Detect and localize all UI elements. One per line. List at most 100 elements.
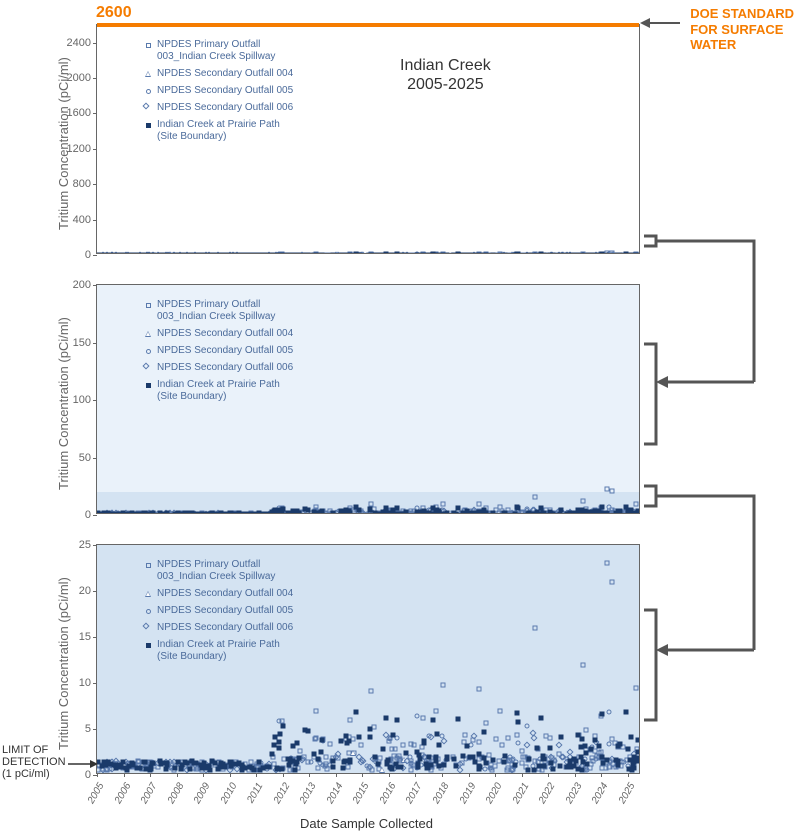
data-point: [383, 505, 388, 510]
data-point: [241, 252, 246, 253]
data-point: [385, 759, 390, 764]
data-point: [520, 760, 525, 765]
data-point: [626, 509, 631, 513]
data-point: [399, 764, 404, 769]
data-point: [389, 746, 394, 751]
xtick-label: 2017: [404, 781, 425, 806]
data-point: [319, 737, 324, 742]
data-point: [209, 759, 214, 764]
data-point: [427, 734, 434, 741]
data-point: [228, 511, 233, 513]
data-point: [286, 511, 291, 513]
xtick-label: 2012: [272, 781, 293, 806]
data-point: [575, 732, 580, 737]
data-point: [286, 252, 291, 253]
data-point: [202, 761, 207, 766]
legend: NPDES Primary Outfall 003_Indian Creek S…: [143, 299, 293, 408]
data-point: [294, 252, 299, 253]
data-point: [477, 739, 482, 744]
data-point: [341, 760, 346, 765]
data-point: [391, 733, 396, 738]
data-point: [426, 512, 431, 513]
data-point: [187, 767, 192, 772]
data-point: [341, 252, 346, 253]
data-point: [193, 511, 198, 513]
chart-panel-zoom-25: 0510152025200520062007200820092010201120…: [96, 544, 640, 774]
data-point: [593, 737, 598, 742]
data-point: [506, 736, 511, 741]
data-point: [520, 748, 525, 753]
data-point: [148, 768, 153, 773]
data-point: [409, 767, 414, 772]
data-point: [558, 735, 563, 740]
data-point: [440, 682, 445, 687]
data-point: [404, 510, 409, 513]
data-point: [626, 747, 631, 752]
data-point: [270, 752, 275, 757]
y-axis-label: Tritium Concentration (pCi/ml): [56, 57, 71, 230]
data-point: [142, 759, 147, 764]
data-point: [294, 759, 299, 764]
data-point: [367, 734, 372, 739]
data-point: [580, 759, 585, 764]
data-point: [609, 251, 614, 253]
data-point: [445, 756, 450, 761]
data-point: [568, 765, 573, 770]
data-point: [483, 720, 488, 725]
data-point: [509, 771, 515, 773]
data-point: [241, 764, 246, 769]
data-point: [106, 252, 111, 253]
data-point: [634, 686, 639, 691]
data-point: [399, 511, 404, 513]
legend-item: NPDES Secondary Outfall 005: [143, 605, 293, 617]
data-point: [137, 252, 142, 253]
figure-root: DOE STANDARD FOR SURFACE WATER 2600 0400…: [0, 0, 800, 838]
doe-standard-value: 2600: [96, 4, 132, 22]
data-point: [636, 737, 639, 742]
chart-title: Indian Creek 2005-2025: [400, 56, 491, 94]
data-point: [353, 709, 358, 714]
data-point: [346, 764, 351, 769]
data-point: [380, 747, 385, 752]
data-point: [441, 737, 448, 744]
data-point: [137, 512, 142, 513]
data-point: [341, 765, 346, 770]
data-point: [494, 736, 499, 741]
xtick-label: 2009: [192, 781, 213, 806]
data-point: [357, 508, 362, 513]
data-point: [251, 512, 256, 513]
data-point: [464, 252, 469, 253]
data-point: [208, 767, 213, 772]
data-point: [627, 766, 632, 771]
legend-item: NPDES Secondary Outfall 006: [143, 622, 293, 634]
data-point: [222, 511, 227, 513]
data-point: [202, 252, 207, 253]
data-point: [579, 736, 584, 741]
data-point: [516, 719, 521, 724]
data-point: [503, 754, 508, 759]
data-point: [209, 252, 214, 253]
data-point: [148, 512, 153, 513]
legend-item: Indian Creek at Prairie Path (Site Bound…: [143, 379, 293, 403]
data-point: [417, 510, 422, 513]
data-point: [172, 765, 177, 770]
data-point: [222, 764, 227, 769]
data-point: [193, 252, 198, 253]
data-point: [106, 511, 111, 513]
data-point: [568, 512, 573, 513]
data-point: [420, 715, 425, 720]
y-axis-label: Tritium Concentration (pCi/ml): [56, 577, 71, 750]
data-point: [412, 743, 417, 748]
data-point: [434, 510, 439, 513]
data-point: [501, 511, 506, 513]
data-point: [434, 252, 439, 253]
data-point: [280, 252, 285, 253]
data-point: [367, 252, 372, 253]
data-point: [375, 761, 380, 766]
data-point: [276, 718, 281, 723]
data-point: [164, 252, 169, 253]
data-point: [148, 252, 153, 253]
data-point: [516, 740, 521, 745]
data-point: [120, 760, 125, 765]
data-point: [314, 735, 319, 740]
